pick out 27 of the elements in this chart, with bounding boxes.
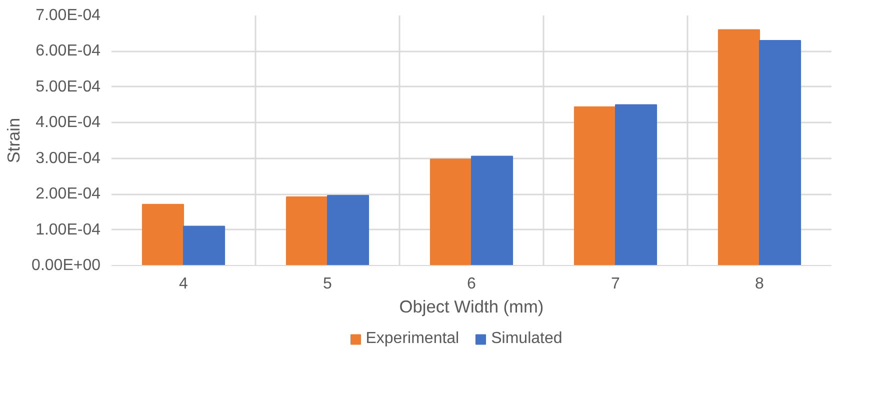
- y-tick-label: 4.00E-04: [36, 114, 101, 132]
- y-tick-label: 7.00E-04: [36, 7, 101, 24]
- y-tick-label: 1.00E-04: [36, 221, 101, 238]
- y-tick-label: 6.00E-04: [36, 42, 101, 60]
- bar: [327, 195, 370, 266]
- bar: [471, 156, 514, 266]
- bar: [574, 106, 616, 266]
- x-tick-label: 7: [611, 276, 620, 292]
- bar: [286, 196, 328, 266]
- y-axis-title: Strain: [4, 118, 24, 164]
- x-tick-label: 4: [179, 276, 188, 292]
- y-tick-label: 5.00E-04: [36, 78, 101, 96]
- y-tick-label: 3.00E-04: [36, 150, 101, 167]
- x-tick-label: 6: [467, 276, 476, 292]
- bar: [430, 158, 472, 266]
- legend-label: Experimental: [366, 330, 460, 348]
- bar: [183, 226, 226, 266]
- x-tick-label: 8: [755, 276, 764, 292]
- bar: [759, 40, 802, 266]
- y-tick-label: 2.00E-04: [36, 186, 101, 203]
- x-axis-title: Object Width (mm): [399, 296, 544, 316]
- bar: [142, 204, 184, 266]
- x-tick-label: 5: [323, 276, 332, 292]
- bar: [615, 104, 658, 266]
- y-tick-label: 0.00E+00: [32, 257, 101, 274]
- legend-label: Simulated: [491, 330, 562, 348]
- bar: [718, 29, 760, 266]
